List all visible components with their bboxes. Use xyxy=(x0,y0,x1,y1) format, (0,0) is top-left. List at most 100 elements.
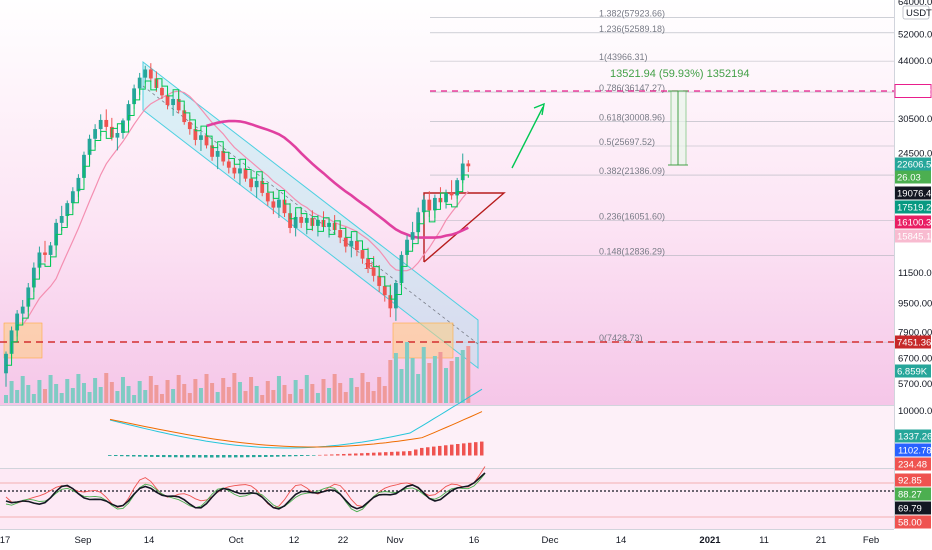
macd-histogram-bar xyxy=(192,455,196,458)
macd-histogram-bar xyxy=(348,453,352,456)
candle[interactable] xyxy=(449,180,454,200)
candle[interactable] xyxy=(238,164,242,185)
volume-bar xyxy=(449,361,454,403)
price-tick-label: 24500.00 xyxy=(898,149,932,160)
volume-bar xyxy=(466,346,471,403)
price-badge xyxy=(895,364,931,378)
macd-histogram-bar xyxy=(432,446,436,456)
candle[interactable] xyxy=(199,131,203,151)
projection-arrowhead xyxy=(533,102,545,116)
volume-bar xyxy=(187,393,192,403)
currency-badge: USDT xyxy=(902,5,932,20)
price-badge xyxy=(894,84,932,98)
price-badge xyxy=(895,186,931,200)
volume-bar xyxy=(210,383,215,403)
macd-histogram-bar xyxy=(150,455,154,457)
volume-bar xyxy=(382,386,387,403)
volume-bar xyxy=(237,382,242,403)
candle[interactable] xyxy=(349,234,354,258)
triangle-pattern[interactable] xyxy=(423,192,506,263)
macd-histogram-bar xyxy=(186,455,190,458)
macd-histogram-bar xyxy=(180,455,184,458)
price-tick-label: 64000.00 xyxy=(898,0,932,8)
macd-histogram-bar xyxy=(408,451,412,456)
rsi-line xyxy=(5,472,486,510)
candle[interactable] xyxy=(43,240,47,263)
macd-histogram-bar xyxy=(234,455,238,458)
macd-badge-label: 1337.26 xyxy=(898,432,932,443)
macd-histogram-bar xyxy=(174,455,178,458)
volume-bar xyxy=(65,379,70,403)
volume-bar xyxy=(293,380,298,403)
volume-bar xyxy=(98,387,103,403)
volume-bar xyxy=(276,376,281,403)
candle[interactable] xyxy=(466,160,471,172)
price-badge-label: 6.859K xyxy=(897,367,928,378)
candle[interactable] xyxy=(115,127,120,151)
price-axis[interactable]: 64000.00 52000.00 44000.00 30500.00 24500.00… xyxy=(898,0,932,390)
price-badge xyxy=(895,200,931,214)
volume-bar xyxy=(460,350,465,403)
volume-bar xyxy=(9,381,14,403)
macd-histogram-bar xyxy=(444,445,448,456)
macd-histogram-bar xyxy=(276,455,280,457)
time-tick-label: 11 xyxy=(759,535,769,546)
volume-bar xyxy=(299,389,304,403)
stoch-rsi-indicator[interactable] xyxy=(0,466,894,518)
candle[interactable] xyxy=(254,176,259,198)
macd-line xyxy=(109,388,483,449)
volume-bar xyxy=(148,376,153,403)
macd-histogram-bar xyxy=(384,452,388,456)
price-badge xyxy=(895,335,931,349)
volume-bar xyxy=(159,394,164,403)
price-badge-label: 19076.48 xyxy=(897,189,932,200)
volume-bar xyxy=(31,394,36,403)
trailing-stop-line xyxy=(6,78,469,366)
macd-histogram-bar xyxy=(456,444,460,456)
fib-level-label: 0.5(25697.52) xyxy=(599,137,655,147)
macd-axis-label: 10000.00 xyxy=(898,406,932,417)
volume-bar xyxy=(42,389,47,403)
macd-histogram-bar xyxy=(114,455,118,457)
macd-indicator[interactable] xyxy=(108,388,484,458)
candle[interactable] xyxy=(148,63,153,83)
macd-histogram-bar xyxy=(138,455,142,457)
projection-arrow[interactable] xyxy=(511,106,544,169)
rsi-badge xyxy=(895,473,931,487)
volume-bar xyxy=(126,386,131,403)
macd-pane-background xyxy=(0,406,894,468)
volume-bar xyxy=(120,377,125,403)
macd-histogram-bar xyxy=(324,454,328,456)
candle[interactable] xyxy=(171,96,175,116)
price-badge-label: 22606.59 xyxy=(897,160,932,171)
macd-histogram-bar xyxy=(390,451,394,456)
rsi-pane-background xyxy=(0,469,894,529)
macd-histogram-bar xyxy=(372,452,376,456)
volume-bar xyxy=(410,358,415,403)
candle[interactable] xyxy=(215,146,220,170)
macd-histogram-bar xyxy=(342,453,346,456)
macd-histogram-bar xyxy=(258,455,262,458)
candle[interactable] xyxy=(59,205,64,232)
volume-bar xyxy=(388,360,393,403)
volume-bar xyxy=(354,387,359,403)
ma-short-line xyxy=(22,90,469,326)
macd-histogram-bar xyxy=(168,455,172,458)
volume-bar xyxy=(260,395,265,403)
candle[interactable] xyxy=(104,109,109,131)
price-badge xyxy=(895,229,931,243)
candle[interactable] xyxy=(277,195,281,218)
time-tick-label: 14 xyxy=(144,535,155,546)
candle[interactable] xyxy=(20,299,25,321)
volume-bar xyxy=(432,356,437,403)
candle[interactable] xyxy=(143,65,148,84)
time-tick-label: Feb xyxy=(863,535,879,546)
candle[interactable] xyxy=(4,351,8,387)
rsi-d-line xyxy=(5,473,486,513)
time-tick-label: 22 xyxy=(338,535,349,546)
time-axis[interactable]: 17 Sep 14 Oct 12 22 Nov 16 Dec 14 2021 11 21 Feb xyxy=(0,535,879,546)
volume-bar xyxy=(87,392,92,403)
volume-bar xyxy=(143,390,148,403)
demand-zone-right[interactable] xyxy=(392,322,454,359)
